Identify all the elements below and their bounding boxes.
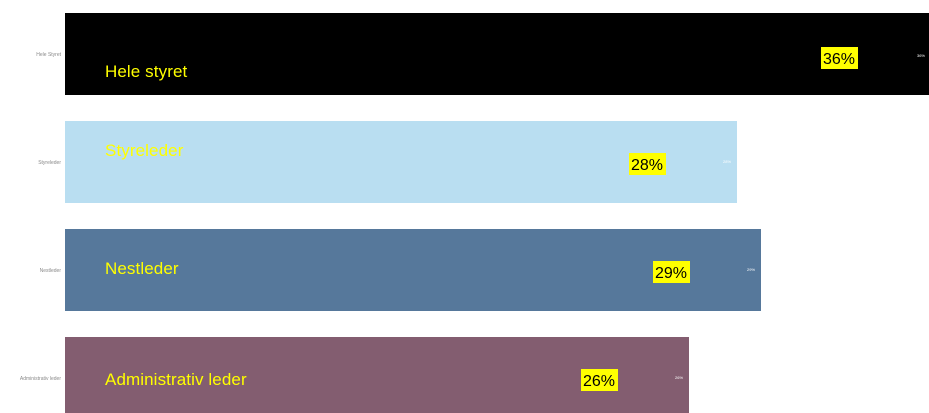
category-label: Administrativ leder bbox=[20, 376, 61, 382]
value-label-box bbox=[653, 261, 690, 283]
bars-layer: Hele Styret Hele styret 36% 36% Styreleder St… bbox=[20, 13, 929, 413]
small-value-label: 28% bbox=[723, 159, 731, 164]
value-label: 28% bbox=[631, 157, 663, 174]
value-label: 29% bbox=[655, 265, 687, 282]
small-value-label: 29% bbox=[747, 267, 755, 272]
value-label-box bbox=[821, 47, 858, 69]
category-label: Nestleder bbox=[40, 268, 62, 274]
small-value-label: 26% bbox=[675, 375, 683, 380]
value-label-box bbox=[629, 153, 666, 175]
bar-title: Nestleder bbox=[105, 259, 179, 278]
bar bbox=[65, 229, 761, 311]
bar-title: Hele styret bbox=[105, 62, 188, 81]
value-label-box bbox=[581, 369, 618, 391]
category-label: Styreleder bbox=[38, 160, 61, 166]
value-label: 26% bbox=[583, 373, 615, 390]
bar-title: Administrativ leder bbox=[105, 370, 247, 389]
small-value-label: 36% bbox=[917, 53, 925, 58]
bar bbox=[65, 13, 929, 95]
bar bbox=[65, 121, 737, 203]
value-label: 36% bbox=[823, 51, 855, 68]
category-label: Hele Styret bbox=[36, 52, 61, 58]
bar-title: Styreleder bbox=[105, 141, 184, 160]
